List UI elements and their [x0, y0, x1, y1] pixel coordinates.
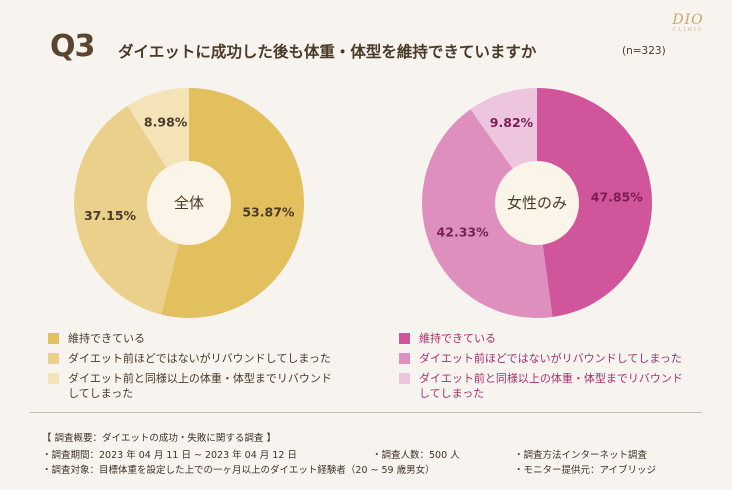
survey-heading: 【 調査概要：ダイエットの成功・失敗に関する調査 】 — [42, 433, 276, 444]
legend-label: ダイエット前と同様以上の体重・体型までリバウンド してしまった — [68, 372, 332, 400]
pie-slice — [422, 109, 553, 318]
legend-label: 維持できている — [68, 332, 145, 345]
center-circle — [147, 161, 231, 245]
legend-swatch — [399, 333, 410, 344]
legend-label: ダイエット前と同様以上の体重・体型までリバウンド してしまった — [419, 372, 683, 400]
legend-item: 維持できている — [48, 331, 332, 346]
slice-value-label: 53.87% — [242, 205, 295, 220]
divider — [30, 412, 702, 413]
pie-slice — [161, 88, 304, 318]
legend-item: ダイエット前ほどではないがリバウンドしてしまった — [399, 351, 683, 366]
pie-slice — [537, 88, 653, 317]
slice-value-label: 8.98% — [144, 114, 188, 129]
survey-provider: ・モニター提供元：アイブリッジ — [514, 465, 657, 476]
sample-size: (n=323) — [622, 45, 666, 57]
question-number: Q3 — [50, 29, 95, 64]
legend-swatch — [48, 353, 59, 364]
slice-value-label: 47.85% — [591, 190, 644, 205]
pie-center-title: 女性のみ — [507, 194, 567, 212]
legend-item: ダイエット前と同様以上の体重・体型までリバウンド してしまった — [399, 371, 683, 401]
survey-period: ・調査期間：2023 年 04 月 11 日 ~ 2023 年 04 月 12 … — [42, 450, 297, 461]
logo-mark: DIO — [672, 12, 704, 28]
legend-swatch — [399, 353, 410, 364]
slice-value-label: 9.82% — [490, 115, 534, 130]
clinic-logo: DIO CLINIC — [664, 12, 712, 33]
legend-swatch — [48, 373, 59, 384]
slice-value-label: 42.33% — [437, 224, 490, 239]
legend-item: ダイエット前ほどではないがリバウンドしてしまった — [48, 351, 332, 366]
survey-method: ・調査方法インターネット調査 — [514, 450, 648, 461]
pie-chart-all: 53.87% 37.15% 8.98% 全体 — [74, 88, 304, 318]
survey-target: ・調査対象：目標体重を設定した上での一ヶ月以上のダイエット経験者（20 ~ 59… — [42, 465, 435, 476]
question-title: ダイエットに成功した後も体重・体型を維持できていますか — [118, 43, 537, 61]
legend-all: 維持できている ダイエット前ほどではないがリバウンドしてしまった ダイエット前と… — [48, 331, 332, 406]
legend-swatch — [48, 333, 59, 344]
legend-item: ダイエット前と同様以上の体重・体型までリバウンド してしまった — [48, 371, 332, 401]
pie-chart-women: 47.85% 42.33% 9.82% 女性のみ — [422, 88, 653, 318]
slice-value-label: 37.15% — [84, 208, 137, 223]
legend-item: 維持できている — [399, 331, 683, 346]
pie-slice — [74, 105, 189, 315]
center-circle — [495, 161, 579, 245]
survey-respondents: ・調査人数：500 人 — [372, 450, 460, 461]
legend-label: 維持できている — [419, 332, 496, 345]
legend-women: 維持できている ダイエット前ほどではないがリバウンドしてしまった ダイエット前と… — [399, 331, 683, 406]
pie-center-title: 全体 — [174, 194, 204, 212]
legend-swatch — [399, 373, 410, 384]
legend-label: ダイエット前ほどではないがリバウンドしてしまった — [68, 352, 331, 365]
logo-sub: CLINIC — [672, 27, 704, 33]
legend-label: ダイエット前ほどではないがリバウンドしてしまった — [419, 352, 682, 365]
